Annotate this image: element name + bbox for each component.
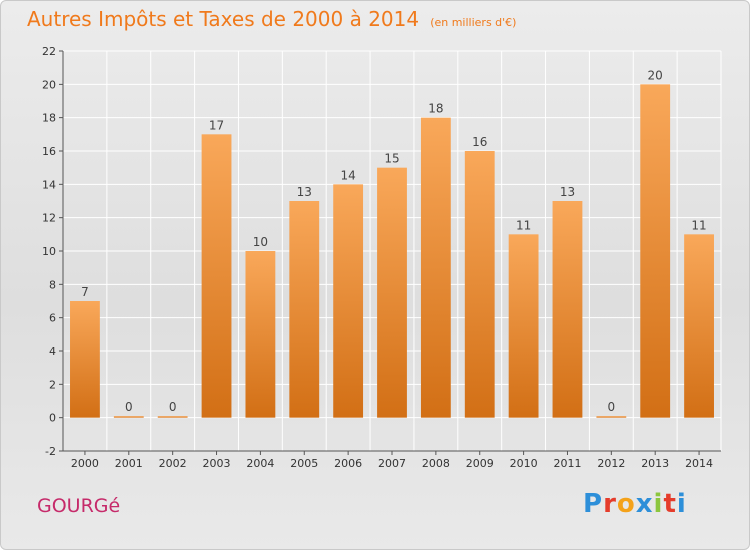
chart-unit: (en milliers d'€): [430, 16, 517, 29]
y-tick-label: -2: [45, 445, 56, 458]
logo-letter: r: [603, 489, 617, 519]
value-label-2000: 7: [81, 285, 89, 299]
x-tick-label: 2008: [422, 457, 450, 470]
y-tick-label: 18: [42, 112, 56, 125]
value-label-2008: 18: [428, 102, 443, 116]
logo-letter: i: [653, 489, 664, 519]
y-tick-label: 0: [49, 412, 56, 425]
y-tick-label: 2: [49, 378, 56, 391]
bar-2007: [377, 167, 407, 418]
x-tick-label: 2006: [334, 457, 362, 470]
x-tick-label: 2009: [466, 457, 494, 470]
x-tick-label: 2005: [290, 457, 318, 470]
bar-2003: [201, 134, 232, 418]
bar-2010: [508, 234, 539, 418]
value-label-2012: 0: [608, 400, 616, 414]
value-label-2004: 10: [253, 235, 268, 249]
bar-2004: [245, 251, 276, 418]
x-tick-label: 2003: [203, 457, 231, 470]
value-label-2013: 20: [648, 68, 663, 82]
bar-2002: [157, 416, 188, 418]
x-tick-label: 2001: [115, 457, 143, 470]
x-tick-label: 2004: [246, 457, 274, 470]
value-label-2007: 15: [384, 152, 399, 166]
x-tick-label: 2011: [553, 457, 581, 470]
y-tick-label: 8: [49, 278, 56, 291]
value-label-2002: 0: [169, 400, 177, 414]
value-label-2006: 14: [340, 168, 355, 182]
logo-letter: x: [635, 489, 654, 519]
logo-letter: o: [616, 489, 636, 519]
bar-2008: [420, 117, 451, 418]
proxiti-logo[interactable]: Proxiti: [583, 489, 687, 519]
x-tick-label: 2014: [685, 457, 713, 470]
value-label-2009: 16: [472, 135, 487, 149]
logo-letter: i: [676, 489, 687, 519]
x-tick-label: 2002: [159, 457, 187, 470]
bar-2006: [333, 184, 364, 418]
value-label-2003: 17: [209, 118, 224, 132]
bar-2012: [596, 416, 627, 418]
bar-2001: [113, 416, 144, 418]
value-label-2011: 13: [560, 185, 575, 199]
y-tick-label: 6: [49, 312, 56, 325]
y-tick-label: 22: [42, 45, 56, 58]
bar-2005: [289, 201, 320, 418]
logo-letter: P: [583, 489, 604, 519]
x-tick-label: 2000: [71, 457, 99, 470]
bars: [70, 84, 714, 418]
x-tick-label: 2013: [641, 457, 669, 470]
bar-2013: [640, 84, 671, 418]
y-tick-label: 4: [49, 345, 56, 358]
bar-2011: [552, 201, 583, 418]
y-axis-ticks: -2 0 2 4 6 8 10 12 14 16 18 20 22: [42, 45, 56, 458]
bar-2000: [70, 301, 100, 418]
x-tick-label: 2012: [597, 457, 625, 470]
x-tick-label: 2007: [378, 457, 406, 470]
y-tick-label: 16: [42, 145, 56, 158]
value-labels: 7 0 0 17 10 13 14 15 18 16 11 13 0 20 11: [81, 68, 707, 414]
bar-2009: [464, 151, 495, 418]
value-label-2001: 0: [125, 400, 133, 414]
y-tick-label: 20: [42, 78, 56, 91]
chart-title-block: Autres Impôts et Taxes de 2000 à 2014 (e…: [27, 7, 516, 31]
commune-name: GOURGé: [37, 495, 121, 517]
value-label-2005: 13: [297, 185, 312, 199]
x-tick-label: 2010: [510, 457, 538, 470]
logo-letter: t: [663, 489, 677, 519]
y-tick-label: 10: [42, 245, 56, 258]
y-tick-label: 14: [42, 178, 56, 191]
bar-2014: [684, 234, 714, 418]
value-label-2010: 11: [516, 218, 531, 232]
y-tick-label: 12: [42, 212, 56, 225]
axes: [59, 50, 721, 455]
value-label-2014: 11: [691, 218, 706, 232]
x-axis-ticks: 2000 2001 2002 2003 2004 2005 2006 2007 2008 2009…: [71, 457, 713, 470]
chart-title: Autres Impôts et Taxes de 2000 à 2014: [27, 7, 420, 31]
